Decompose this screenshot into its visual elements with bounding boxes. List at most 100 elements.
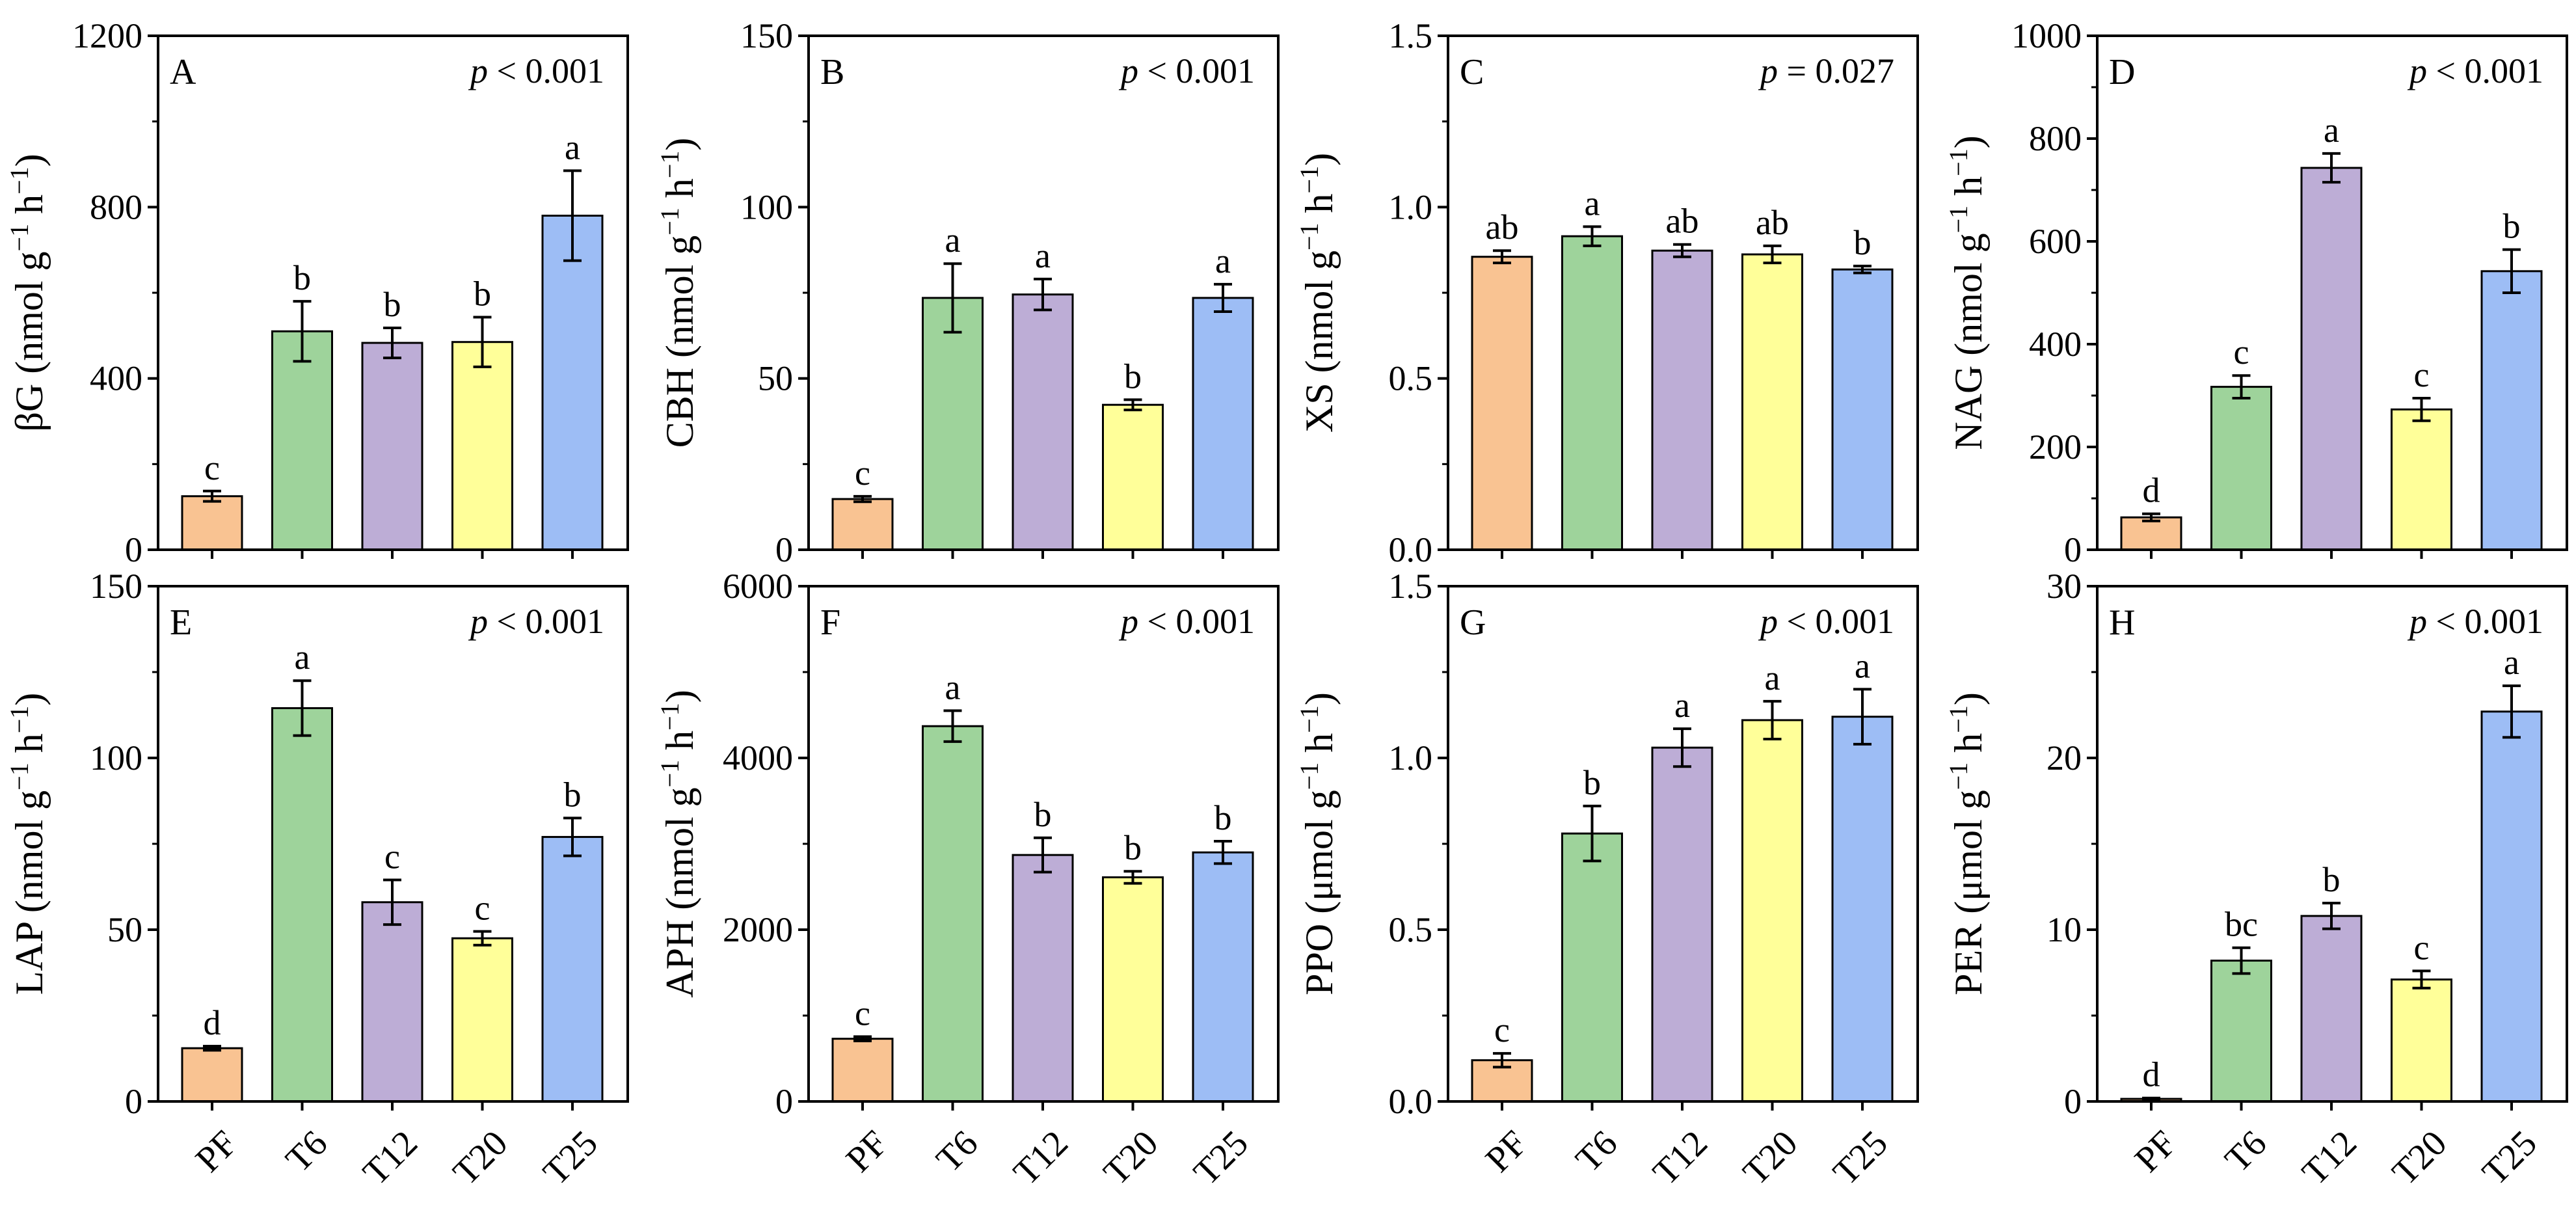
- ylabel-part-b-2: h: [658, 178, 701, 208]
- ylabel-part-g-4: ): [1298, 692, 1341, 705]
- sig-letter-a-t20: b: [474, 275, 491, 314]
- bar-e-t25: [541, 835, 604, 1103]
- ylabel-part-d-2: h: [1947, 176, 1990, 206]
- sig-letter-b-pf: c: [855, 453, 870, 492]
- ylabel-part-b-0: CBH (nmol g: [658, 236, 701, 448]
- ylabel-d: NAG (nmol g−1 h−1): [1944, 135, 1991, 450]
- sig-letter-c-pf: ab: [1486, 208, 1519, 247]
- ylabel-part-g-3: −1: [1295, 705, 1324, 733]
- ylabel-part-b-3: −1: [655, 151, 684, 179]
- pvalue-b: p < 0.001: [1118, 51, 1255, 90]
- pvalue-symbol-e: p: [468, 602, 488, 641]
- sig-letter-h-pf: d: [2143, 1055, 2160, 1094]
- ylabel-part-f-0: APH (nmol g: [658, 787, 701, 997]
- ylabel-b: CBH (nmol g−1 h−1): [655, 138, 702, 448]
- bar-d-t25: [2480, 270, 2543, 551]
- ylabel-part-c-2: h: [1298, 193, 1341, 223]
- ytick-label-a-0: 0: [125, 530, 142, 569]
- ytick-label-f-0: 0: [775, 1082, 793, 1121]
- ylabel-g: PPO (μmol g−1 h−1): [1295, 692, 1341, 995]
- xtick-label-f-t25: T25: [1186, 1123, 1256, 1193]
- bar-e-t6: [271, 707, 333, 1103]
- bar-a-t20: [451, 341, 513, 551]
- bar-a-t25: [541, 215, 604, 551]
- xtick-label-g-t25: T25: [1825, 1123, 1896, 1193]
- sig-letter-e-t12: c: [384, 837, 400, 876]
- ytick-label-d-2: 400: [2029, 325, 2082, 364]
- bar-c-pf: [1471, 256, 1533, 551]
- ylabel-part-a-2: h: [8, 195, 51, 224]
- ylabel-part-b-1: −1: [655, 208, 684, 236]
- panel-letter-a: A: [170, 52, 196, 92]
- xtick-label-f-pf: PF: [839, 1123, 896, 1180]
- sig-letter-h-t20: c: [2414, 928, 2430, 967]
- bar-a-t6: [271, 330, 333, 551]
- bar-g-t25: [1831, 716, 1894, 1103]
- panel-letter-e: E: [170, 602, 192, 643]
- pvalue-text-d: < 0.001: [2427, 51, 2543, 90]
- xtick-label-h-t25: T25: [2475, 1123, 2545, 1193]
- bar-b-t25: [1192, 297, 1254, 551]
- xtick-label-h-t6: T6: [2218, 1123, 2275, 1180]
- pvalue-text-a: < 0.001: [488, 51, 604, 90]
- sig-letter-h-t6: bc: [2225, 905, 2258, 944]
- ylabel-part-e-2: h: [8, 733, 51, 762]
- pvalue-text-g: < 0.001: [1778, 602, 1894, 641]
- ytick-label-d-4: 800: [2029, 119, 2082, 158]
- ytick-label-d-1: 200: [2029, 427, 2082, 466]
- ytick-label-e-1: 50: [107, 910, 142, 949]
- ylabel-part-d-4: ): [1947, 135, 1990, 148]
- ytick-label-b-1: 50: [758, 359, 793, 398]
- pvalue-text-e: < 0.001: [488, 602, 604, 641]
- ylabel-h: PER (μmol g−1 h−1): [1944, 692, 1991, 995]
- sig-letter-g-t20: a: [1765, 658, 1780, 697]
- sig-letter-e-t25: b: [564, 775, 582, 814]
- sig-letter-d-t6: c: [2234, 332, 2249, 371]
- ylabel-part-a-3: −1: [5, 167, 34, 195]
- pvalue-e: p < 0.001: [468, 602, 604, 641]
- ytick-label-g-3: 1.5: [1389, 567, 1433, 606]
- xtick-label-g-t20: T20: [1736, 1123, 1806, 1193]
- bar-f-t6: [922, 725, 984, 1103]
- xtick-label-e-pf: PF: [188, 1123, 245, 1180]
- ylabel-part-d-1: −1: [1944, 206, 1973, 234]
- xtick-label-f-t20: T20: [1096, 1123, 1166, 1193]
- ytick-label-f-3: 6000: [723, 567, 793, 606]
- ylabel-part-d-3: −1: [1944, 148, 1973, 176]
- ytick-label-a-3: 1200: [72, 16, 142, 55]
- sig-letter-e-pf: d: [204, 1003, 221, 1042]
- bar-f-t12: [1012, 854, 1074, 1103]
- panel-c: ab a ab ab b 0.0 0.5 1.0 1.5 C p = 0.027 XS (nmol g…: [1295, 16, 1919, 569]
- ytick-label-f-2: 4000: [723, 738, 793, 777]
- panel-letter-g: G: [1460, 602, 1486, 643]
- pvalue-d: p < 0.001: [2407, 51, 2543, 90]
- ylabel-part-h-3: −1: [1944, 705, 1973, 733]
- ylabel-part-f-1: −1: [655, 760, 684, 788]
- ytick-label-a-1: 400: [90, 359, 142, 398]
- ylabel-c: XS (nmol g−1 h−1): [1295, 153, 1341, 433]
- ytick-label-d-3: 600: [2029, 222, 2082, 261]
- sig-letter-d-pf: d: [2143, 471, 2160, 510]
- ylabel-part-c-4: ): [1298, 153, 1341, 166]
- sig-letter-d-t25: b: [2503, 207, 2521, 246]
- bar-h-t25: [2480, 710, 2543, 1103]
- sig-letter-f-t20: b: [1124, 828, 1142, 867]
- ylabel-part-h-0: PER (μmol g: [1947, 790, 1990, 995]
- bar-b-pf: [831, 498, 894, 551]
- bar-b-t6: [922, 297, 984, 551]
- pvalue-symbol-g: p: [1758, 602, 1778, 641]
- bar-e-t12: [361, 901, 423, 1103]
- ylabel-part-f-3: −1: [655, 703, 684, 731]
- sig-letter-f-pf: c: [855, 993, 870, 1032]
- ytick-label-g-1: 0.5: [1389, 910, 1433, 949]
- xtick-label-e-t25: T25: [535, 1123, 606, 1193]
- bar-f-t25: [1192, 851, 1254, 1103]
- bar-d-t20: [2391, 408, 2452, 551]
- bar-d-t6: [2210, 386, 2272, 551]
- sig-letter-g-pf: c: [1494, 1010, 1510, 1049]
- ylabel-part-g-2: h: [1298, 733, 1341, 762]
- sig-letter-b-t25: a: [1215, 241, 1231, 280]
- panel-letter-d: D: [2109, 52, 2135, 92]
